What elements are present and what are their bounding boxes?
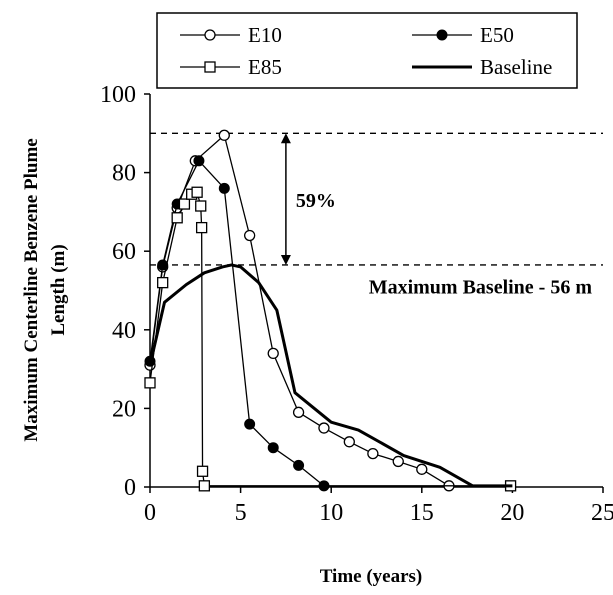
x-tick-label: 20 [500,500,524,526]
y-axis-title: Maximum Centerline Benzene Plume Length … [21,138,69,441]
data-point [204,61,216,73]
arrow-head-up [280,133,291,144]
data-point [195,221,208,234]
legend-label: E10 [248,23,282,47]
series-line [148,263,513,488]
data-point [198,480,211,492]
data-point [195,200,207,212]
data-point [318,422,330,434]
x-tick-label: 0 [144,500,156,526]
data-point [157,259,169,271]
x-tick-label: 15 [410,500,434,526]
data-point [196,465,209,477]
y-tick-label: 0 [124,475,136,501]
data-point [144,377,156,389]
data-point [191,186,203,198]
data-point [267,442,279,454]
data-point [292,406,305,418]
y-tick-label: 20 [112,396,136,422]
data-point [171,212,183,224]
data-point [267,347,279,360]
y-tick-label: 60 [112,239,136,265]
data-point [204,29,216,41]
legend-item: E10 [180,23,282,47]
legend-box [156,12,578,89]
legend-item: E50 [412,23,514,47]
data-point [244,418,256,430]
data-point [244,229,256,242]
y-tick-label: 80 [112,161,136,187]
data-point [178,198,191,210]
x-tick-label: 25 [591,500,613,526]
data-point [416,463,428,475]
y-tick-label: 40 [112,318,136,344]
x-axis-title: Time (years) [320,566,423,587]
data-point [218,182,230,194]
data-point [157,276,169,289]
y-tick-label: 100 [100,82,136,108]
percent-annotation: 59% [296,190,336,212]
legend-item: E85 [180,55,282,79]
plot-area [150,94,603,487]
data-point [193,155,205,167]
legend-label: Baseline [480,55,552,79]
baseline-annotation: Maximum Baseline - 56 m [369,277,593,299]
data-point [293,459,305,471]
x-tick-label: 5 [235,500,247,526]
data-point [436,29,448,41]
y-axis-title-line-2: Length (m) [48,244,69,335]
arrow-head-down [280,254,291,265]
legend-label: E50 [480,23,514,47]
series-e50 [144,155,330,492]
legend: E10 E50 E85 Baseline [156,12,578,89]
x-tick-label: 10 [319,500,343,526]
legend-label: E85 [248,55,282,79]
series-baseline [148,263,513,488]
data-point [367,447,379,460]
data-point [343,436,355,448]
data-point [218,129,230,141]
data-point [392,455,404,468]
y-axis-title-line-1: Maximum Centerline Benzene Plume [21,138,42,441]
legend-item: Baseline [412,55,552,79]
